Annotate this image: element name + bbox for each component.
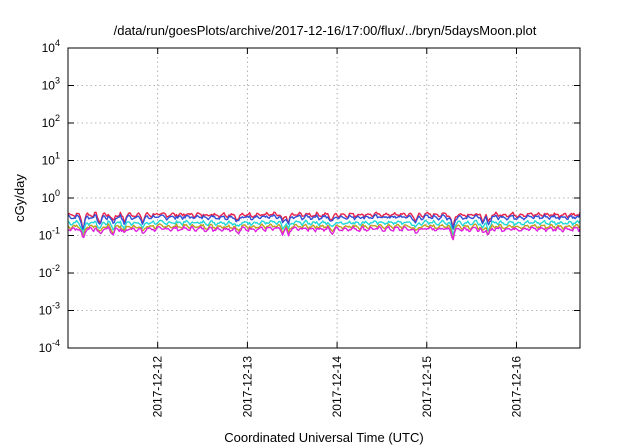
x-tick-label: 2017-12-16	[509, 356, 523, 418]
chart-title: /data/run/goesPlots/archive/2017-12-16/1…	[114, 23, 537, 38]
x-tick-label: 2017-12-12	[151, 356, 165, 418]
y-tick-label: 10-4	[39, 338, 60, 355]
x-axis-label: Coordinated Universal Time (UTC)	[224, 430, 423, 445]
x-tick-label: 2017-12-14	[330, 356, 344, 418]
series-line	[67, 214, 581, 231]
y-tick-label: 100	[42, 188, 60, 205]
series-line	[67, 223, 581, 241]
grid	[68, 48, 580, 348]
y-tick-label: 103	[42, 76, 60, 93]
x-tick-label: 2017-12-13	[240, 356, 254, 418]
y-tick-label: 102	[42, 113, 60, 130]
y-tick-label: 10-2	[39, 263, 60, 280]
x-axis: 2017-12-12 2017-12-13 2017-12-14 2017-12-15…	[151, 48, 523, 418]
series-line	[67, 211, 581, 230]
series-line	[67, 219, 581, 237]
series-group	[67, 211, 581, 241]
y-axis: 10-4 10-3 10-2 10-1 100 101 102 103 104	[39, 38, 580, 355]
series-line	[67, 225, 581, 241]
y-tick-label: 101	[42, 151, 60, 168]
y-tick-label: 10-3	[39, 301, 60, 318]
y-axis-label: cGy/day	[12, 174, 27, 222]
y-tick-label: 104	[42, 38, 60, 55]
x-tick-label: 2017-12-15	[420, 356, 434, 418]
y-tick-label: 10-1	[39, 226, 60, 243]
